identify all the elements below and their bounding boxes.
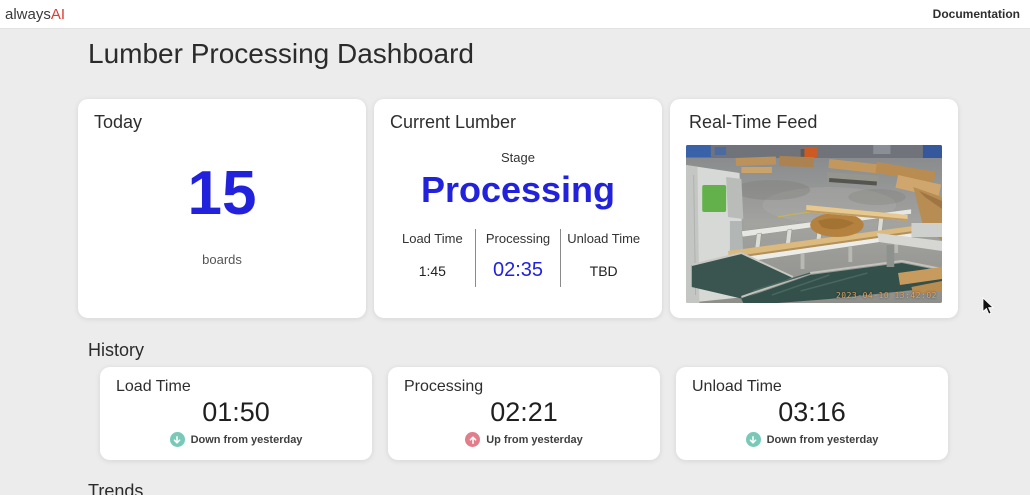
today-board-count: 15 [187, 159, 257, 228]
alwaysai-logo[interactable]: alwaysAI [5, 6, 65, 23]
unload-time-label: Unload Time [567, 230, 641, 246]
unload-time-value: TBD [589, 262, 618, 279]
trend-down-icon [169, 432, 185, 447]
trends-heading: Trends [88, 481, 144, 495]
top-card-row: Today 15 boards Current Lumber Stage Pro… [78, 99, 958, 318]
trend-up-icon [465, 432, 481, 447]
history-load-time-status: Down from yesterday [116, 432, 356, 447]
history-card-row: Load Time 01:50 Down from yesterday Proc… [100, 367, 948, 460]
logo-text-always: always [5, 5, 51, 23]
current-lumber-title: Current Lumber [390, 112, 517, 132]
unload-time-column: Unload Time TBD [560, 228, 646, 287]
history-load-time-value: 01:50 [202, 397, 270, 427]
today-card: Today 15 boards [78, 99, 366, 318]
stage-label: Stage [501, 150, 535, 165]
history-card-processing: Processing 02:21 Up from yesterday [388, 367, 660, 460]
today-card-title: Today [94, 112, 143, 132]
history-processing-status-text: Up from yesterday [486, 433, 583, 446]
realtime-feed-card: Real-Time Feed [670, 99, 958, 318]
history-heading: History [88, 340, 145, 360]
load-time-column: Load Time 1:45 [390, 229, 475, 287]
processing-label: Processing [485, 230, 551, 246]
current-lumber-card: Current Lumber Stage Processing Load Tim… [374, 99, 662, 318]
history-card-unload-time: Unload Time 03:16 Down from yesterday [676, 367, 948, 460]
realtime-feed-title: Real-Time Feed [689, 112, 818, 132]
topbar: alwaysAI Documentation [0, 0, 1030, 29]
trend-down-icon [745, 432, 761, 447]
mouse-cursor [982, 297, 994, 315]
load-time-value: 1:45 [418, 262, 446, 279]
today-unit-label: boards [202, 252, 242, 267]
history-load-time-status-text: Down from yesterday [190, 433, 303, 446]
history-processing-status: Up from yesterday [404, 432, 644, 447]
history-load-time-title: Load Time [116, 378, 191, 395]
history-card-load-time: Load Time 01:50 Down from yesterday [100, 367, 372, 460]
processing-column: Processing 02:35 [474, 228, 561, 287]
logo-text-ai: AI [50, 5, 66, 23]
feed-timestamp: 2023-04-10 13:42:02 [835, 291, 937, 300]
stage-value: Processing [420, 169, 616, 210]
documentation-link[interactable]: Documentation [932, 7, 1020, 21]
history-processing-title: Processing [404, 378, 484, 395]
load-time-label: Load Time [401, 230, 463, 246]
processing-value: 02:35 [492, 259, 544, 282]
stage-times-table: Load Time 1:45 Processing 02:35 Unload T… [390, 228, 646, 287]
history-unload-time-title: Unload Time [692, 378, 782, 395]
camera-scene-illustration [686, 145, 942, 303]
history-processing-value: 02:21 [490, 397, 558, 427]
history-unload-time-status-text: Down from yesterday [766, 433, 879, 446]
camera-feed-image: 2023-04-10 13:42:02 [686, 145, 942, 303]
history-unload-time-value: 03:16 [778, 397, 846, 427]
history-unload-time-status: Down from yesterday [692, 432, 932, 447]
page-title: Lumber Processing Dashboard [88, 38, 474, 69]
